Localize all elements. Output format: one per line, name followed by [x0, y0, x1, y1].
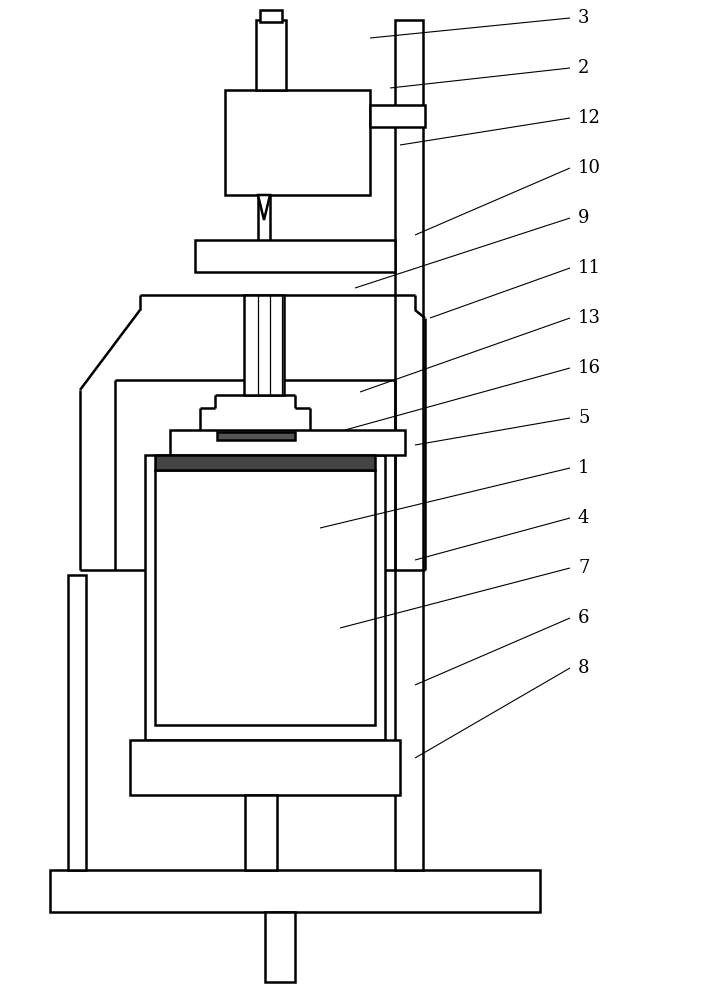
Bar [244, 295, 284, 395]
Polygon shape [258, 195, 270, 220]
Text: 16: 16 [578, 359, 601, 377]
Bar [130, 740, 400, 795]
Text: 3: 3 [578, 9, 590, 27]
Bar [50, 870, 540, 912]
Text: 1: 1 [578, 459, 590, 477]
Bar [225, 90, 370, 195]
Bar [155, 470, 375, 725]
Bar [265, 912, 295, 982]
Text: 8: 8 [578, 659, 590, 677]
Text: 11: 11 [578, 259, 601, 277]
Bar [260, 10, 282, 22]
Text: 10: 10 [578, 159, 601, 177]
Text: 12: 12 [578, 109, 601, 127]
Text: 5: 5 [578, 409, 589, 427]
Bar [195, 240, 395, 272]
Text: 6: 6 [578, 609, 590, 627]
Text: 13: 13 [578, 309, 601, 327]
Bar [370, 105, 425, 127]
Bar [256, 20, 286, 90]
Bar [245, 795, 277, 870]
Bar [155, 470, 375, 725]
Bar [217, 432, 295, 440]
Text: 9: 9 [578, 209, 590, 227]
Bar [145, 455, 385, 740]
Bar [68, 575, 86, 870]
Bar [170, 430, 405, 455]
Text: 7: 7 [578, 559, 589, 577]
Text: 4: 4 [578, 509, 589, 527]
Bar [155, 455, 375, 470]
Bar [395, 20, 423, 870]
Text: 2: 2 [578, 59, 589, 77]
